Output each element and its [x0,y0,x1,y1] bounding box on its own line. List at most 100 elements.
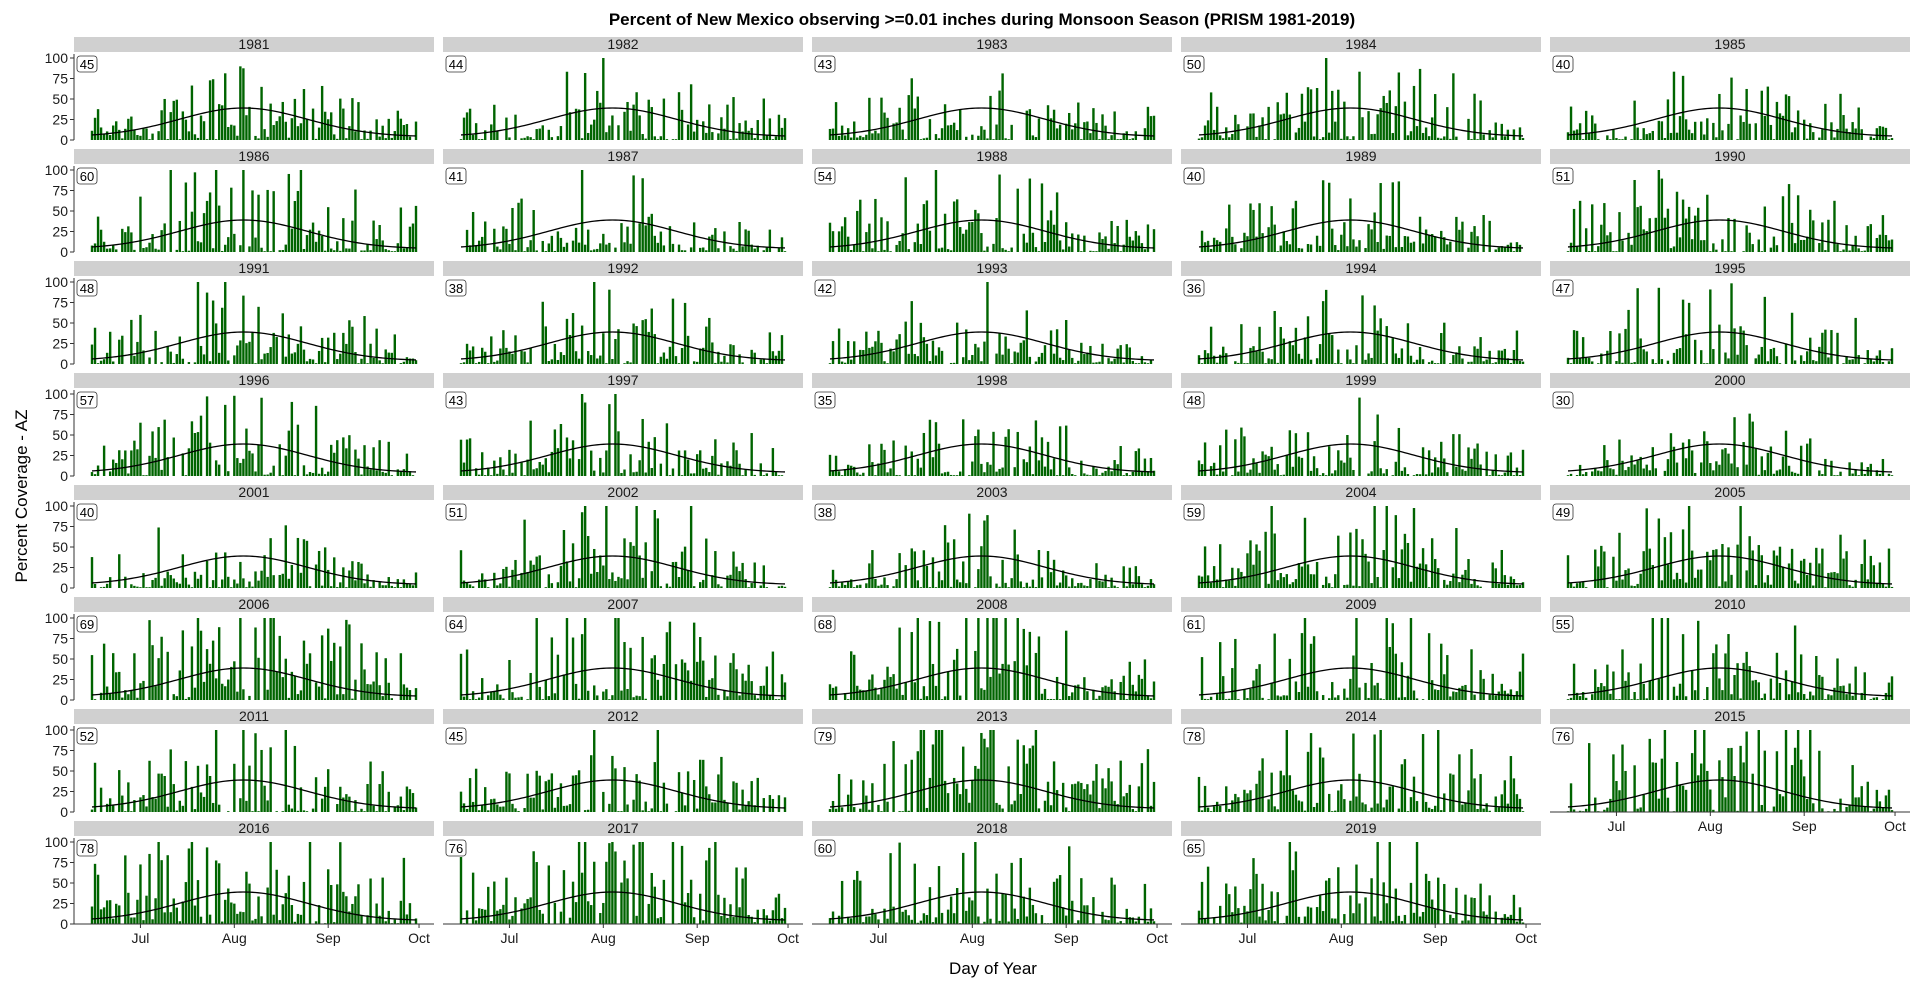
y-tick-label: 25 [52,448,68,464]
daily-bar [1624,770,1627,812]
daily-bar [187,448,191,476]
daily-bar [1361,295,1364,364]
daily-bar [221,683,224,700]
daily-bar [1306,244,1310,252]
daily-bar [227,888,230,924]
daily-bar [1430,899,1434,924]
daily-bar [1276,892,1279,924]
daily-bar [859,880,862,924]
daily-bar [224,73,227,140]
daily-bar [641,134,644,140]
daily-bar [774,897,778,924]
daily-bar [281,811,284,812]
daily-bar [535,129,538,140]
daily-bar [1228,808,1231,812]
daily-bar [1452,691,1455,700]
daily-bar [898,842,901,924]
daily-bar [1028,178,1032,252]
daily-bar [620,690,623,700]
daily-bar [880,443,883,476]
mean-badge [76,167,98,185]
daily-bar [1418,68,1422,140]
daily-bar [1370,134,1373,140]
daily-bar [333,332,336,364]
daily-bar [284,244,287,252]
daily-bar [998,673,1001,700]
daily-bar [1500,475,1503,476]
daily-bar [411,223,415,252]
daily-bar [1379,587,1382,588]
daily-bar [683,805,687,812]
daily-bar [266,887,269,924]
daily-bar [1878,801,1882,812]
daily-bar [269,103,272,140]
daily-bar [1506,693,1510,700]
daily-bar [287,875,291,924]
daily-bar [1584,110,1588,140]
daily-bar [284,121,287,140]
daily-bar [1391,475,1394,476]
daily-bar [1476,808,1479,812]
daily-bar [293,745,297,812]
daily-bar [1636,127,1639,140]
daily-bar [1790,765,1794,812]
daily-bar [511,353,514,364]
daily-bar [1421,548,1425,588]
daily-bar [511,692,514,700]
daily-bar [1645,464,1648,476]
daily-bar [1028,446,1032,476]
daily-bar [714,802,717,812]
y-tick-label: 100 [45,722,69,738]
daily-bar [571,543,575,588]
daily-bar [1721,130,1724,140]
mean-badge-label: 60 [80,169,94,184]
daily-bar [871,462,874,476]
daily-bar [1346,136,1349,140]
daily-bar [553,693,557,700]
daily-bar [387,118,390,140]
daily-bar [208,192,212,252]
daily-bar [1639,663,1642,700]
daily-bar [1203,698,1207,700]
daily-bar [1273,310,1276,364]
daily-bar [1352,469,1355,476]
daily-bar [638,460,641,476]
daily-bar [535,250,538,252]
daily-bar [1331,682,1334,700]
daily-bar [1461,804,1464,812]
daily-bar [1827,219,1830,252]
daily-bar [1430,117,1434,140]
daily-bar [750,681,753,700]
daily-bar [160,636,163,700]
daily-bar [586,132,590,140]
daily-bar [550,137,554,140]
daily-bar [1772,139,1776,140]
daily-bar [729,139,732,140]
daily-bar [1385,102,1388,140]
facet-strip [812,485,1172,500]
daily-bar [623,469,626,476]
daily-bar [940,730,944,812]
daily-bar [251,586,254,588]
daily-bar [90,557,94,588]
daily-bar [99,909,103,924]
daily-bar [1757,730,1760,812]
daily-bar [946,471,950,476]
daily-bar [541,464,544,476]
daily-bar [1382,550,1385,588]
daily-bar [910,759,913,812]
daily-bar [372,805,375,812]
daily-bar [496,473,499,476]
daily-bar [1116,922,1119,924]
daily-bar [1836,475,1839,476]
daily-bar [257,444,260,476]
x-tick-label: Sep [1054,930,1079,946]
mean-badge-label: 40 [1556,57,1570,72]
daily-bar [1630,362,1633,364]
daily-bar [502,698,505,700]
daily-bar [671,562,675,588]
daily-bar [399,471,403,476]
daily-bar [877,585,880,588]
daily-bar [974,343,977,364]
daily-bar [1355,528,1358,588]
